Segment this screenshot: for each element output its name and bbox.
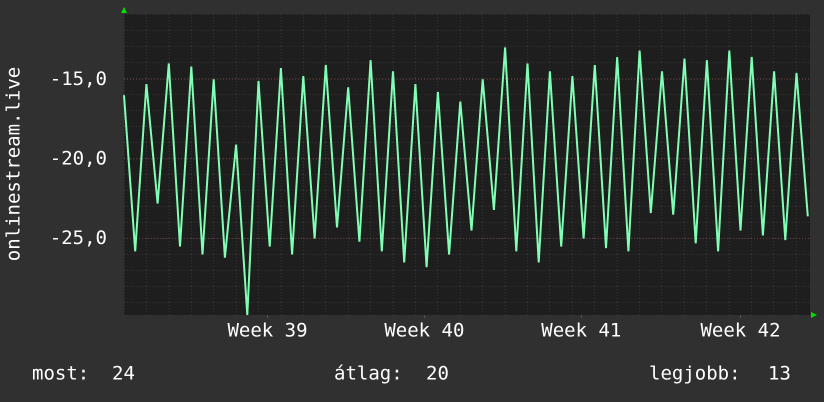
stat-label: átlag: xyxy=(334,363,403,385)
x-tick-label: Week 41 xyxy=(541,320,621,342)
axis-arrow xyxy=(121,7,127,13)
stat-value: 24 xyxy=(112,363,135,385)
stat-value: 13 xyxy=(768,363,791,385)
minor-grid xyxy=(124,14,810,315)
y-tick-label: -25,0 xyxy=(50,227,107,249)
y-axis-label: onlinestream.live xyxy=(3,67,25,261)
stat-label: most: xyxy=(32,363,89,385)
x-tick-label: Week 42 xyxy=(700,320,780,342)
x-tick-label: Week 40 xyxy=(384,320,464,342)
x-tick-label: Week 39 xyxy=(227,320,307,342)
axis-arrow xyxy=(811,312,817,318)
y-tick-label: -15,0 xyxy=(50,68,107,90)
data-line xyxy=(123,47,809,316)
stat-value: 20 xyxy=(426,363,449,385)
y-tick-label: -20,0 xyxy=(50,147,107,169)
stat-label: legjobb: xyxy=(649,363,741,385)
